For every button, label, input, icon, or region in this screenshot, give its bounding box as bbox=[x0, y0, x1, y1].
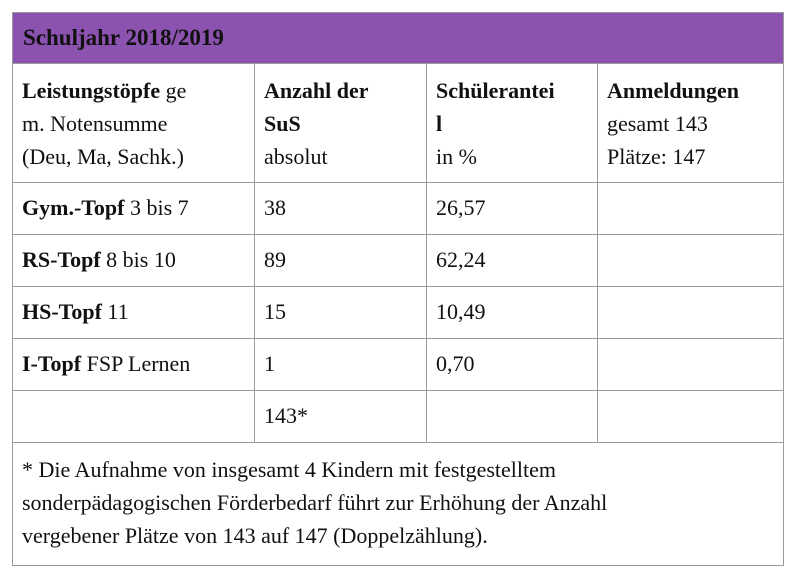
table-row: I-Topf FSP Lernen 1 0,70 bbox=[13, 339, 783, 391]
header-row: Leistungstöpfe ge m. Notensumme (Deu, Ma… bbox=[13, 64, 783, 183]
row-count: 15 bbox=[255, 287, 427, 338]
header-col4-line1: Anmeldungen bbox=[607, 78, 740, 103]
row-extra bbox=[598, 339, 783, 390]
footnote-line1: * Die Aufnahme von insgesamt 4 Kindern m… bbox=[22, 457, 557, 482]
header-col4-line2: gesamt 143 bbox=[607, 111, 708, 136]
header-cell-registrations: Anmeldungen gesamt 143 Plätze: 147 bbox=[598, 64, 783, 182]
row-label-bold: Gym.-Topf bbox=[22, 195, 125, 220]
header-col2-line3: absolut bbox=[264, 144, 328, 169]
row-percent: 62,24 bbox=[427, 235, 598, 286]
row-extra bbox=[598, 391, 783, 442]
table-row: HS-Topf 11 15 10,49 bbox=[13, 287, 783, 339]
footnote-line3: vergebener Plätze von 143 auf 147 (Doppe… bbox=[22, 523, 488, 548]
row-count: 89 bbox=[255, 235, 427, 286]
row-extra bbox=[598, 235, 783, 286]
table-row: Gym.-Topf 3 bis 7 38 26,57 bbox=[13, 183, 783, 235]
header-col3-line3: in % bbox=[436, 144, 477, 169]
header-col4-line3: Plätze: 147 bbox=[607, 144, 706, 169]
row-label-bold: RS-Topf bbox=[22, 247, 101, 272]
table-row-total: 143* bbox=[13, 391, 783, 443]
row-label-rest: 8 bis 10 bbox=[100, 247, 176, 272]
row-label-rest: 3 bis 7 bbox=[124, 195, 189, 220]
row-label-rest: FSP Lernen bbox=[81, 351, 191, 376]
footnote: * Die Aufnahme von insgesamt 4 Kindern m… bbox=[13, 443, 783, 565]
row-label bbox=[13, 391, 255, 442]
row-extra bbox=[598, 287, 783, 338]
row-count-total: 143* bbox=[255, 391, 427, 442]
table-title: Schuljahr 2018/2019 bbox=[13, 13, 783, 64]
header-col3-line1: Schülerantei bbox=[436, 78, 555, 103]
footnote-line2: sonderpädagogischen Förderbedarf führt z… bbox=[22, 490, 608, 515]
row-label: RS-Topf 8 bis 10 bbox=[13, 235, 255, 286]
row-count: 1 bbox=[255, 339, 427, 390]
table-row: RS-Topf 8 bis 10 89 62,24 bbox=[13, 235, 783, 287]
data-table: Schuljahr 2018/2019 Leistungstöpfe ge m.… bbox=[12, 12, 784, 566]
row-label-bold: HS-Topf bbox=[22, 299, 102, 324]
header-cell-count: Anzahl der SuS absolut bbox=[255, 64, 427, 182]
header-col1-line2: m. Notensumme bbox=[22, 111, 168, 136]
row-label: I-Topf FSP Lernen bbox=[13, 339, 255, 390]
row-extra bbox=[598, 183, 783, 234]
header-cell-share: Schülerantei l in % bbox=[427, 64, 598, 182]
header-col2-line2: SuS bbox=[264, 111, 301, 136]
header-col1-line3: (Deu, Ma, Sachk.) bbox=[22, 144, 184, 169]
header-col1-rest: ge bbox=[160, 78, 187, 103]
header-col1-bold: Leistungstöpfe bbox=[22, 78, 161, 103]
header-cell-performance-pots: Leistungstöpfe ge m. Notensumme (Deu, Ma… bbox=[13, 64, 255, 182]
header-col2-line1: Anzahl der bbox=[264, 78, 369, 103]
row-percent: 0,70 bbox=[427, 339, 598, 390]
row-label: HS-Topf 11 bbox=[13, 287, 255, 338]
row-label: Gym.-Topf 3 bis 7 bbox=[13, 183, 255, 234]
row-count: 38 bbox=[255, 183, 427, 234]
header-col3-line2: l bbox=[436, 111, 443, 136]
row-label-bold: I-Topf bbox=[22, 351, 82, 376]
row-percent bbox=[427, 391, 598, 442]
row-percent: 26,57 bbox=[427, 183, 598, 234]
row-label-rest: 11 bbox=[101, 299, 129, 324]
row-percent: 10,49 bbox=[427, 287, 598, 338]
